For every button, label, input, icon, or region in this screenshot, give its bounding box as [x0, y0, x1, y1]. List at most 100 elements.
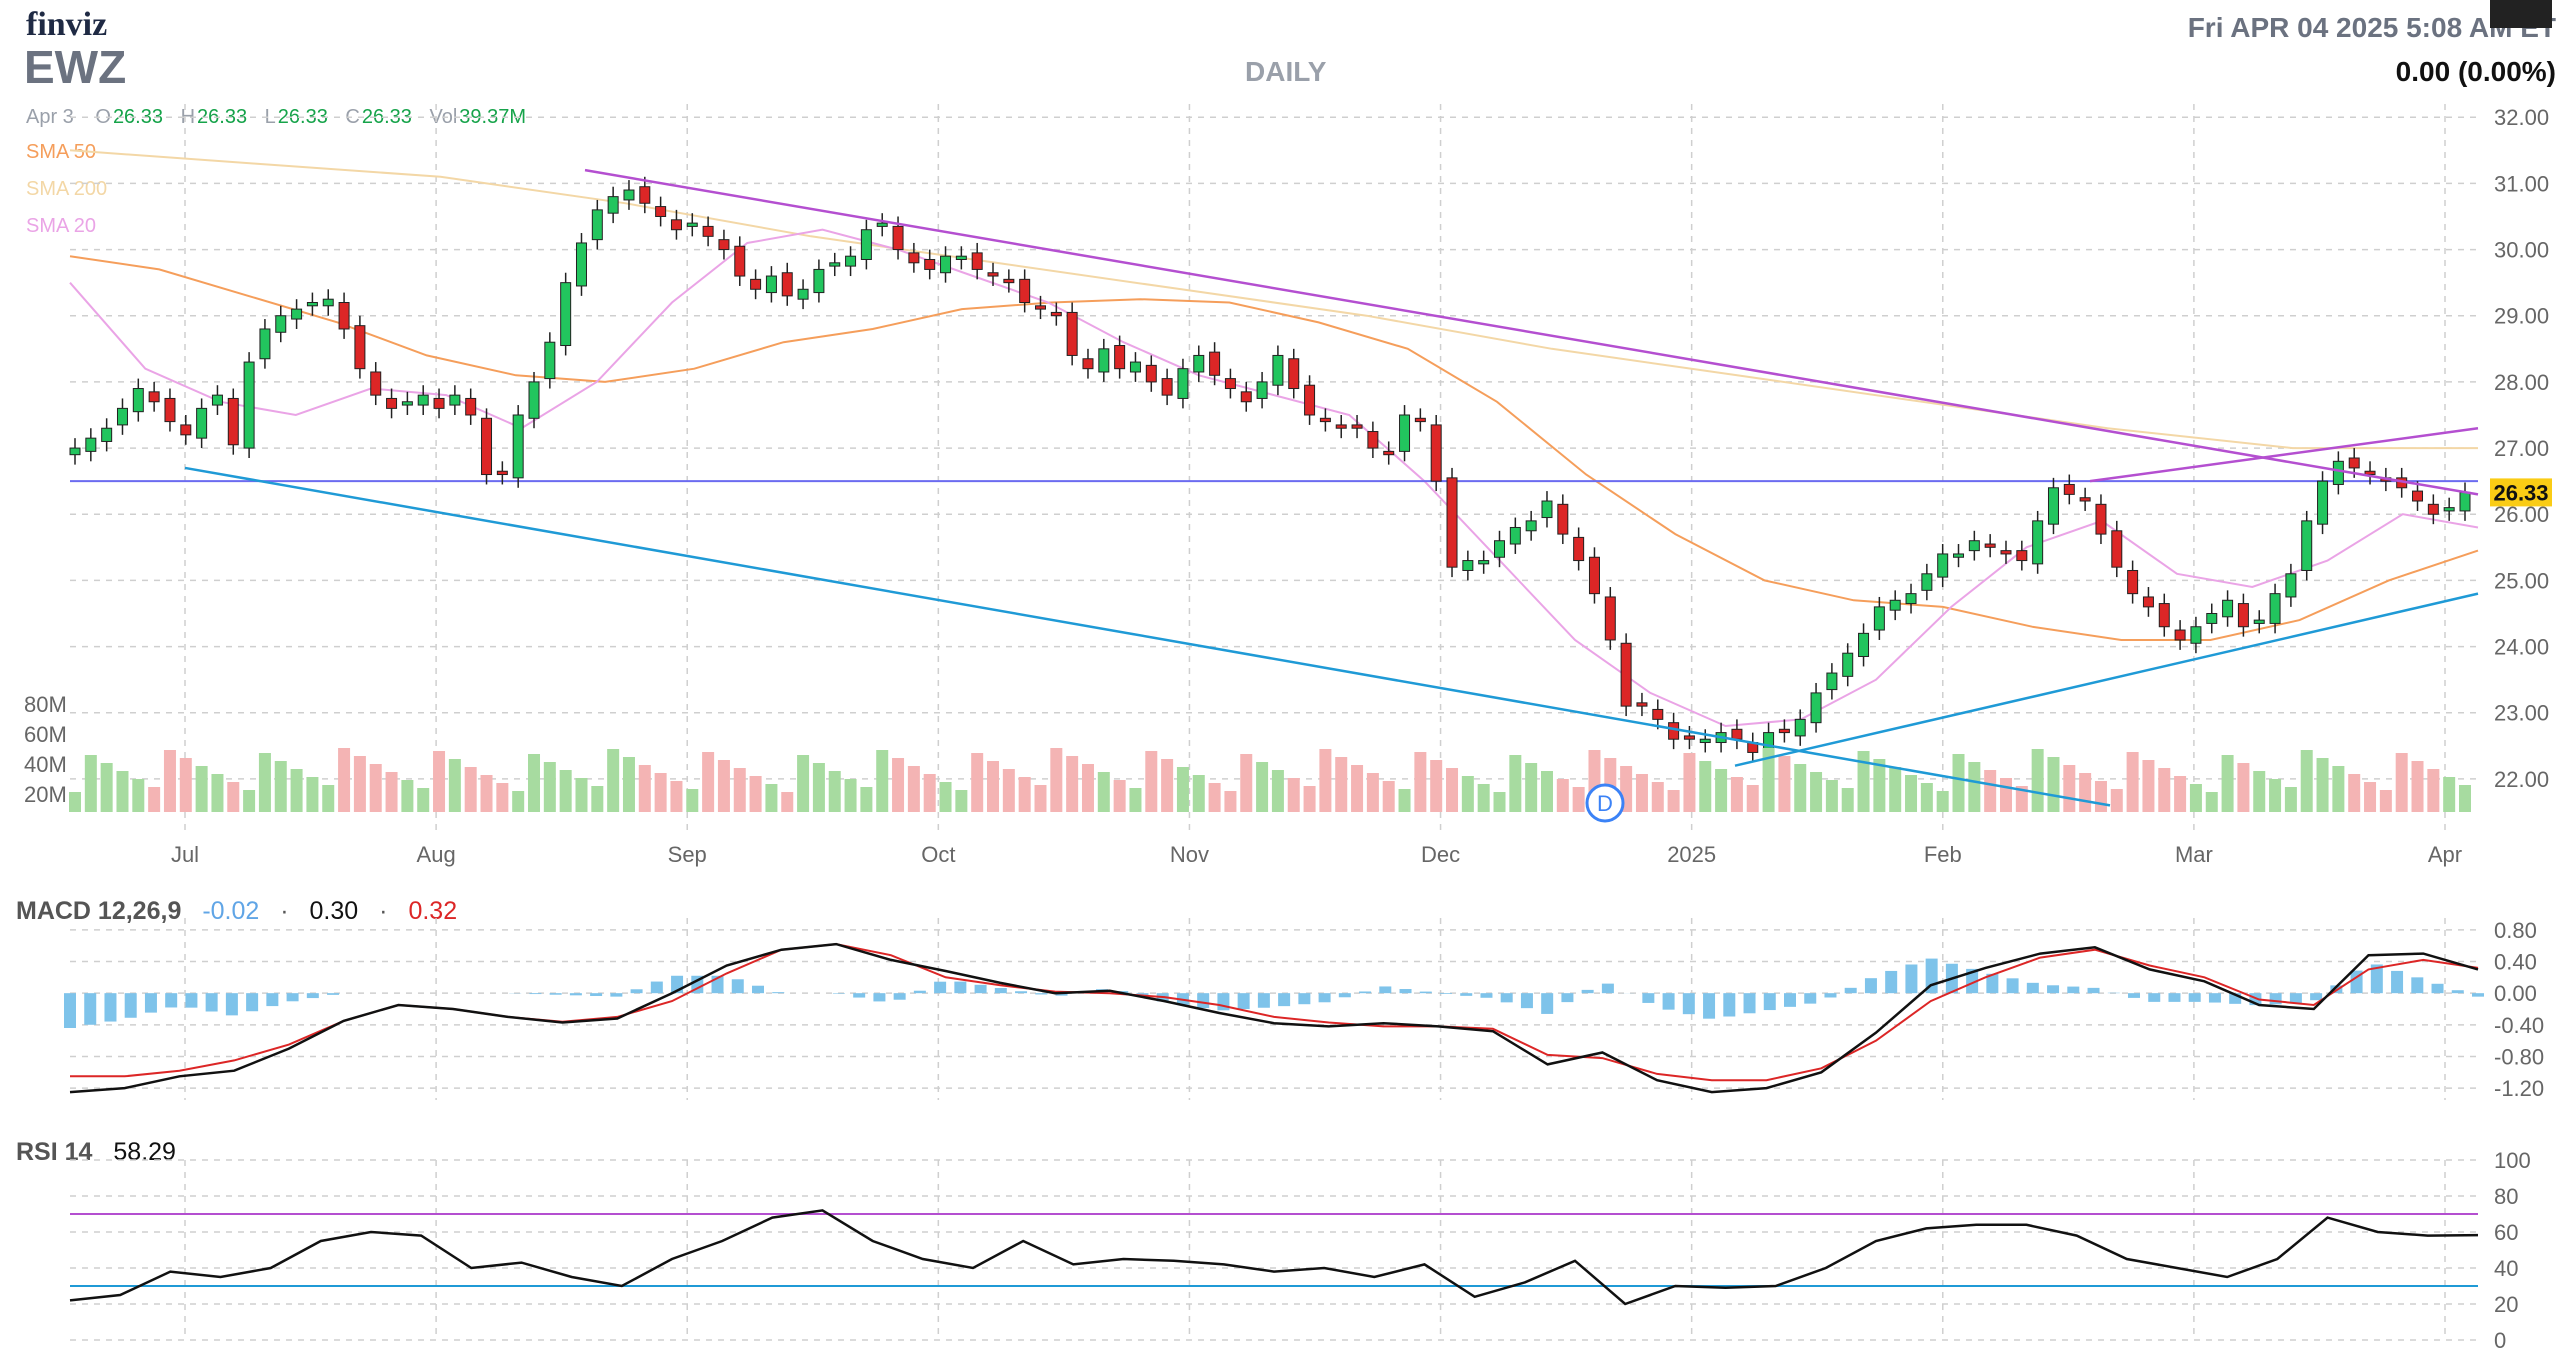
- candle-body: [781, 272, 793, 297]
- macd-histogram-bar: [1278, 993, 1291, 1007]
- candle-body: [1019, 278, 1031, 304]
- candle-body: [306, 302, 318, 307]
- volume-bar: [2142, 760, 2155, 812]
- price-axis-label: 23.00: [2494, 701, 2549, 726]
- candle-body: [2237, 603, 2249, 628]
- candle-body: [196, 407, 208, 439]
- candle-body: [528, 381, 540, 419]
- candle-body: [496, 470, 508, 476]
- volume-bar: [1366, 773, 1379, 812]
- candle-body: [132, 388, 144, 413]
- volume-bar: [971, 753, 984, 812]
- macd-histogram-bar: [1480, 993, 1493, 998]
- volume-bar: [654, 773, 667, 812]
- sma50-legend[interactable]: SMA 50: [26, 141, 97, 163]
- candle-body: [2301, 520, 2313, 571]
- macd-histogram-bar: [2067, 986, 2080, 994]
- candle-body: [1478, 560, 1490, 565]
- volume-bar: [638, 765, 651, 812]
- candle-body: [639, 186, 651, 204]
- macd-axis-label: -0.40: [2494, 1013, 2544, 1038]
- volume-bar: [132, 779, 145, 812]
- finviz-logo[interactable]: finviz: [26, 6, 108, 43]
- price-change: 0.00 (0.00%): [2395, 56, 2556, 87]
- macd-histogram-bar: [1601, 983, 1614, 994]
- volume-bar: [2459, 785, 2471, 812]
- time-axis-label: Apr: [2428, 842, 2462, 867]
- macd-histogram-bar: [2006, 978, 2019, 994]
- rsi-label: RSI 14: [16, 1138, 93, 1166]
- candle-body: [1636, 702, 1648, 707]
- macd-histogram-bar: [1682, 993, 1695, 1015]
- macd-legend: MACD 12,26,9 -0.02 · 0.30 · 0.32: [16, 897, 458, 925]
- candle-body: [449, 394, 461, 406]
- macd-line: [69, 942, 2479, 1094]
- candle-body: [734, 245, 746, 277]
- candle-body: [481, 417, 493, 476]
- time-axis-label: 2025: [1667, 842, 1716, 867]
- candle-body: [1826, 672, 1838, 691]
- macd-label: MACD 12,26,9: [16, 897, 182, 925]
- macd-histogram-bar: [1662, 993, 1675, 1010]
- macd-histogram-bar: [2047, 985, 2060, 994]
- rsi-line: [69, 1209, 2479, 1306]
- candle-body: [1161, 378, 1173, 396]
- macd-histogram-bar: [1703, 993, 1716, 1019]
- ohlc-open-label: O: [95, 106, 111, 128]
- volume-bar: [1335, 757, 1348, 812]
- volume-bar: [1176, 767, 1189, 812]
- candle-body: [148, 391, 160, 403]
- macd-histogram-bar: [286, 993, 299, 1002]
- ohlc-date: Apr 3: [26, 106, 74, 128]
- channel-trendline: [2089, 426, 2479, 483]
- candle-body: [2047, 487, 2059, 525]
- volume-bar: [1446, 768, 1459, 812]
- volume-bar: [2063, 765, 2076, 812]
- sma20-legend[interactable]: SMA 20: [26, 215, 97, 237]
- candle-body: [2222, 599, 2234, 618]
- candle-body: [1240, 391, 1252, 403]
- volume-bar: [1414, 752, 1427, 812]
- time-axis-label: Mar: [2175, 842, 2213, 867]
- volume-bar: [781, 792, 794, 812]
- volume-bar: [717, 760, 730, 812]
- macd-histogram-bar: [246, 993, 259, 1012]
- last-price-label: 26.33: [2493, 480, 2548, 505]
- volume-bar: [2094, 781, 2107, 812]
- macd-histogram-bar: [2411, 977, 2424, 994]
- volume-bar: [2110, 789, 2123, 812]
- macd-histogram-bar: [1338, 993, 1351, 998]
- candle-body: [1462, 560, 1474, 571]
- macd-axis-label: 0.80: [2494, 918, 2537, 943]
- macd-histogram-bar: [2168, 993, 2181, 1002]
- volume-bar: [1825, 780, 1838, 812]
- macd-histogram-bar: [752, 985, 764, 994]
- volume-bar: [1683, 753, 1696, 812]
- price-axis-label: 28.00: [2494, 370, 2549, 395]
- rsi-axis-label: 80: [2494, 1184, 2518, 1209]
- rsi-axis-label: 20: [2494, 1292, 2518, 1317]
- candle-body: [1873, 606, 1885, 631]
- candle-body: [1367, 431, 1379, 449]
- volume-bar: [2079, 773, 2092, 812]
- macd-histogram-bar: [1723, 993, 1736, 1017]
- macd-histogram-bar: [306, 993, 319, 999]
- candle-body: [1224, 378, 1236, 390]
- candle-body: [401, 401, 413, 406]
- candle-body: [2095, 503, 2107, 535]
- candle-body: [1050, 311, 1062, 317]
- candle-body: [686, 222, 698, 227]
- candle-body: [259, 328, 271, 360]
- volume-bar: [892, 758, 905, 812]
- candle-body: [322, 298, 334, 307]
- candle-body: [655, 206, 667, 217]
- time-axis-label: Oct: [921, 842, 955, 867]
- volume-bar: [1572, 787, 1585, 812]
- volume-bar: [528, 754, 541, 812]
- volume-bar: [2221, 755, 2234, 812]
- macd-histogram-bar: [2472, 993, 2484, 997]
- macd-histogram-bar: [1844, 987, 1857, 994]
- chart-period[interactable]: DAILY: [1245, 56, 1327, 87]
- candle-body: [2063, 483, 2075, 495]
